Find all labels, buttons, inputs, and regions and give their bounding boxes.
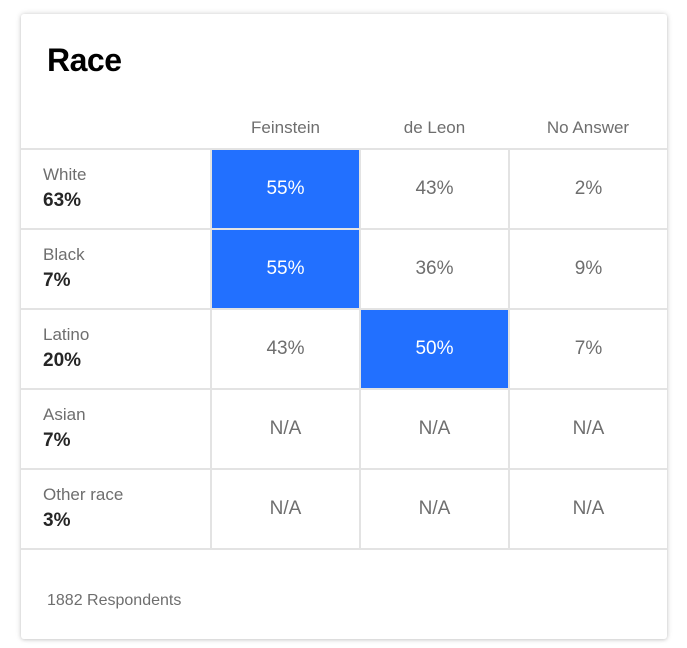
- value-cell-no-answer: N/A: [509, 469, 667, 550]
- group-cell: Asian 7%: [21, 389, 212, 470]
- group-label: White: [43, 165, 87, 184]
- value-cell-no-answer: 7%: [509, 309, 667, 390]
- group-label: Latino: [43, 325, 90, 344]
- value-cell-de-leon: N/A: [360, 469, 510, 550]
- value-cell-de-leon: N/A: [360, 389, 510, 470]
- value-cell-no-answer: 9%: [509, 229, 667, 310]
- table-row-asian: Asian 7% N/A N/A N/A: [21, 389, 667, 470]
- group-share: 63%: [43, 190, 82, 211]
- header-group-blank: [21, 108, 211, 150]
- group-share: 7%: [43, 430, 71, 451]
- group-label: Black: [43, 245, 85, 264]
- value-cell-feinstein: 43%: [211, 309, 361, 390]
- group-cell: Latino 20%: [21, 309, 212, 390]
- value-cell-de-leon: 36%: [360, 229, 510, 310]
- header-row: Feinstein de Leon No Answer: [21, 108, 667, 150]
- group-label: Other race: [43, 485, 124, 504]
- table-row-white: White 63% 55% 43% 2%: [21, 149, 667, 230]
- value-cell-feinstein: N/A: [211, 469, 361, 550]
- column-header-de-leon: de Leon: [360, 108, 509, 150]
- results-card: Race Feinstein de Leon No Answer White 6…: [21, 14, 667, 639]
- group-share: 20%: [43, 350, 82, 371]
- column-header-no-answer: No Answer: [509, 108, 667, 150]
- table-row-other-race: Other race 3% N/A N/A N/A: [21, 469, 667, 550]
- section-title: Race: [47, 42, 122, 78]
- respondents-count: 1882 Respondents: [47, 592, 182, 609]
- group-cell: Black 7%: [21, 229, 212, 310]
- group-share: 7%: [43, 270, 71, 291]
- value-cell-feinstein: 55%: [211, 149, 361, 230]
- results-table: Feinstein de Leon No Answer White 63% 55…: [21, 108, 667, 550]
- value-cell-feinstein: 55%: [211, 229, 361, 310]
- group-cell: White 63%: [21, 149, 212, 230]
- table-row-black: Black 7% 55% 36% 9%: [21, 229, 667, 310]
- value-cell-no-answer: 2%: [509, 149, 667, 230]
- value-cell-no-answer: N/A: [509, 389, 667, 470]
- group-share: 3%: [43, 510, 71, 531]
- value-cell-de-leon: 50%: [360, 309, 510, 390]
- column-header-feinstein: Feinstein: [211, 108, 360, 150]
- value-cell-de-leon: 43%: [360, 149, 510, 230]
- value-cell-feinstein: N/A: [211, 389, 361, 470]
- table-row-latino: Latino 20% 43% 50% 7%: [21, 309, 667, 390]
- group-label: Asian: [43, 405, 86, 424]
- group-cell: Other race 3%: [21, 469, 212, 550]
